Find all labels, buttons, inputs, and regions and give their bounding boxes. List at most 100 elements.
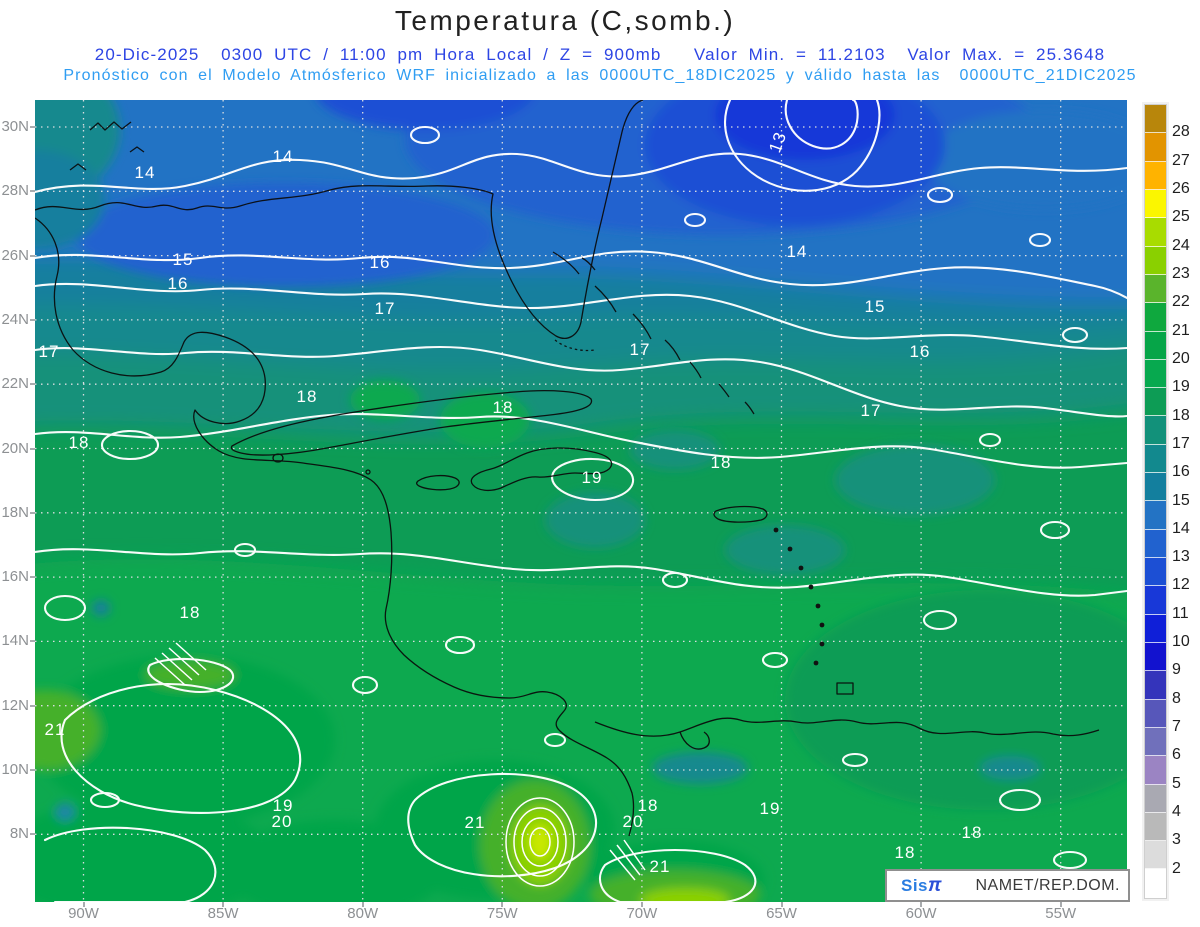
colorbar-segment (1145, 359, 1166, 389)
lon-tick-label: 80W (347, 905, 379, 922)
contour-label: 18 (711, 453, 732, 472)
contour-label: 20 (623, 812, 644, 831)
lat-tick (30, 769, 35, 771)
contour-label: 18 (962, 823, 983, 842)
contour-label: 21 (465, 813, 486, 832)
colorbar-segment (1145, 614, 1166, 643)
lon-tick-label: 55W (1045, 905, 1077, 922)
lat-tick-label: 8N (9, 825, 29, 843)
coastlines (34, 99, 1100, 837)
contour-label: 14 (273, 147, 294, 166)
colorbar-tick-label: 4 (1172, 803, 1181, 821)
colorbar (1144, 104, 1167, 899)
lon-tick (920, 902, 923, 907)
lon-tick-label: 70W (626, 905, 658, 922)
lake-maracaibo (679, 731, 710, 750)
contour-lines (33, 98, 1129, 904)
colorbar-tick-label: 6 (1172, 746, 1181, 764)
colorbar-tick-label: 10 (1172, 633, 1190, 651)
lat-tick-label: 12N (1, 696, 29, 714)
colorbar-segment (1145, 558, 1166, 587)
lat-tick-label: 28N (1, 182, 29, 200)
lon-tick (82, 902, 85, 907)
lat-tick-label: 14N (1, 632, 29, 650)
contour-label: 16 (168, 274, 189, 293)
lat-tick (30, 383, 35, 386)
colorbar-tick-label: 26 (1172, 179, 1190, 197)
colorbar-tick-label: 23 (1172, 264, 1190, 282)
contour-label: 18 (638, 796, 659, 815)
contour-label: 15 (865, 297, 886, 316)
contour-label: 21 (650, 857, 671, 876)
lat-tick (30, 576, 35, 579)
colorbar-tick-label: 15 (1172, 491, 1190, 509)
colorbar-tick-label: 9 (1172, 661, 1181, 679)
contour-label: 14 (135, 163, 156, 182)
subtitle-valid-time: 20-Dic-2025 0300 UTC / 11:00 pm Hora Loc… (94, 45, 1106, 64)
colorbar-segment (1145, 727, 1166, 757)
colorbar-tick-label: 20 (1172, 349, 1190, 367)
colorbar-segment (1145, 274, 1166, 304)
contour-label: 17 (861, 401, 882, 420)
lon-tick (640, 902, 643, 907)
pi-glyph: π (928, 874, 943, 896)
lat-tick (30, 126, 35, 128)
colorbar-tick-label: 13 (1172, 548, 1190, 566)
agency-label: NAMET/REP.DOM. (975, 876, 1120, 894)
contour-label: 17 (630, 340, 651, 359)
page-title: Temperatura (C,somb.) (394, 5, 736, 36)
lon-tick (780, 902, 783, 907)
contour-label: 21 (45, 720, 66, 739)
contour-label: 18 (180, 603, 201, 622)
colorbar-segment (1145, 388, 1166, 417)
lat-tick-label: 24N (1, 310, 29, 328)
contour-label: 18 (297, 387, 318, 406)
subtitle-model-info: Pronóstico con el Modelo Atmósferico WRF… (63, 67, 1137, 84)
hispaniola-coast (470, 447, 613, 492)
lat-tick (30, 511, 35, 514)
branding-box: Sisπ NAMET/REP.DOM. (885, 869, 1130, 902)
contour-label: 17 (39, 342, 60, 361)
colorbar-tick-label: 11 (1172, 604, 1189, 622)
colorbar-tick-label: 27 (1172, 151, 1190, 169)
colorbar-tick-label: 25 (1172, 208, 1190, 226)
contour-label: 19 (273, 796, 294, 815)
colorbar-tick-label: 17 (1172, 434, 1190, 452)
colorbar-tick-label: 18 (1172, 406, 1190, 424)
colorbar-segment (1145, 473, 1166, 502)
colorbar-tick-label: 22 (1172, 293, 1190, 311)
temperature-contour-map: 14 14 13 14 15 15 16 16 16 17 17 17 17 18 18 18 18 18 19 19… (0, 40, 1187, 927)
lat-tick-label: 10N (1, 761, 29, 778)
isle-of-youth (272, 453, 284, 463)
lat-tick-label: 20N (1, 439, 29, 457)
colorbar-segment (1145, 869, 1166, 898)
colorbar-segment (1145, 642, 1166, 672)
colorbar-segment (1145, 699, 1166, 728)
contour-label: 17 (375, 299, 396, 318)
mexico-centralamerica-coast (34, 217, 635, 837)
colorbar-segment (1145, 444, 1166, 474)
bahamas-islands (552, 251, 755, 415)
lon-tick (501, 902, 504, 907)
colorbar-tick-label: 3 (1172, 831, 1181, 849)
contour-label: 16 (370, 253, 391, 272)
contour-label: 18 (895, 843, 916, 862)
contour-label: 20 (272, 812, 293, 831)
lat-tick (30, 704, 35, 707)
lat-tick-label: 22N (1, 375, 29, 393)
sispi-logo: Sisπ (901, 874, 943, 896)
southamerica-coast (594, 717, 1100, 737)
contour-label: 18 (493, 398, 514, 417)
lon-tick-label: 90W (68, 905, 99, 922)
lon-tick-label: 85W (207, 905, 239, 922)
colorbar-tick-label: 16 (1172, 463, 1190, 481)
colorbar-tick-label: 21 (1172, 321, 1190, 339)
colorbar-tick-label: 19 (1172, 378, 1190, 396)
colorbar-tick-label: 24 (1172, 236, 1190, 254)
colorbar-segment (1145, 331, 1166, 360)
colorbar-segment (1145, 812, 1166, 842)
colorbar-tick-label: 5 (1172, 774, 1181, 792)
colorbar-segment (1145, 161, 1166, 190)
contour-label: 19 (582, 468, 603, 487)
